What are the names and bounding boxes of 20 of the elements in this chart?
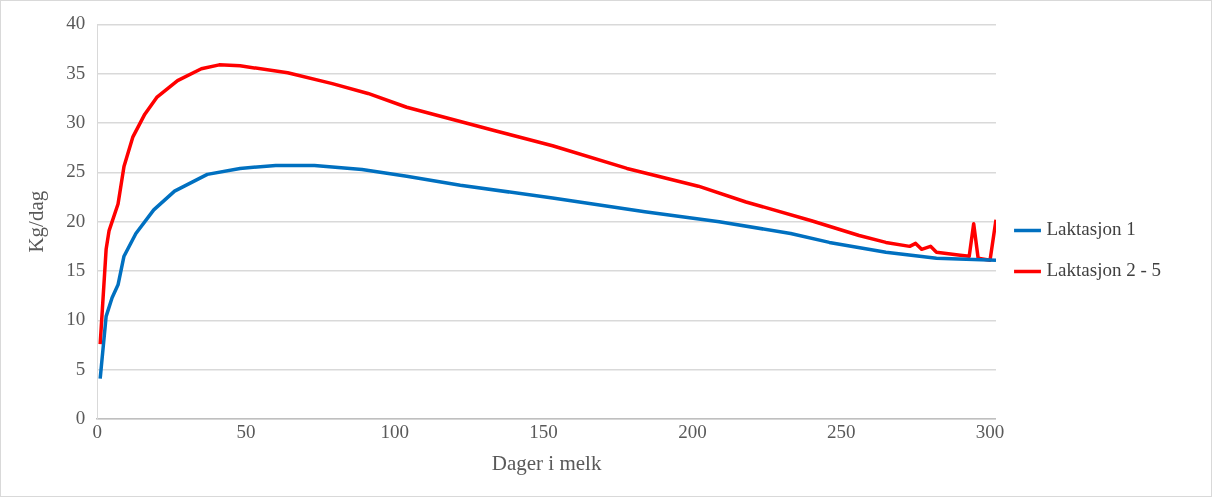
y-axis-title: Kg/dag: [24, 190, 49, 253]
x-tick-label: 100: [380, 421, 410, 443]
y-tick-label: 25: [66, 160, 86, 182]
y-tick-label: 35: [66, 61, 86, 83]
x-tick-label: 300: [975, 421, 1005, 443]
x-tick-label: 0: [92, 421, 102, 443]
x-tick-label: 250: [826, 421, 856, 443]
y-tick-label: 30: [66, 111, 86, 133]
y-tick-label: 20: [66, 209, 86, 231]
legend-label: Laktasjon 1: [1046, 218, 1136, 240]
legend-label: Laktasjon 2 - 5: [1046, 259, 1162, 281]
x-tick-label: 50: [236, 421, 256, 443]
x-tick-label: 150: [529, 421, 558, 443]
y-tick-label: 15: [66, 259, 86, 281]
x-tick-label: 200: [678, 421, 707, 443]
y-tick-label: 5: [75, 357, 86, 379]
y-tick-label: 40: [66, 12, 86, 34]
y-tick-label: 10: [66, 308, 86, 330]
x-axis-title: Dager i melk: [491, 450, 602, 475]
y-tick-label: 0: [75, 406, 86, 428]
